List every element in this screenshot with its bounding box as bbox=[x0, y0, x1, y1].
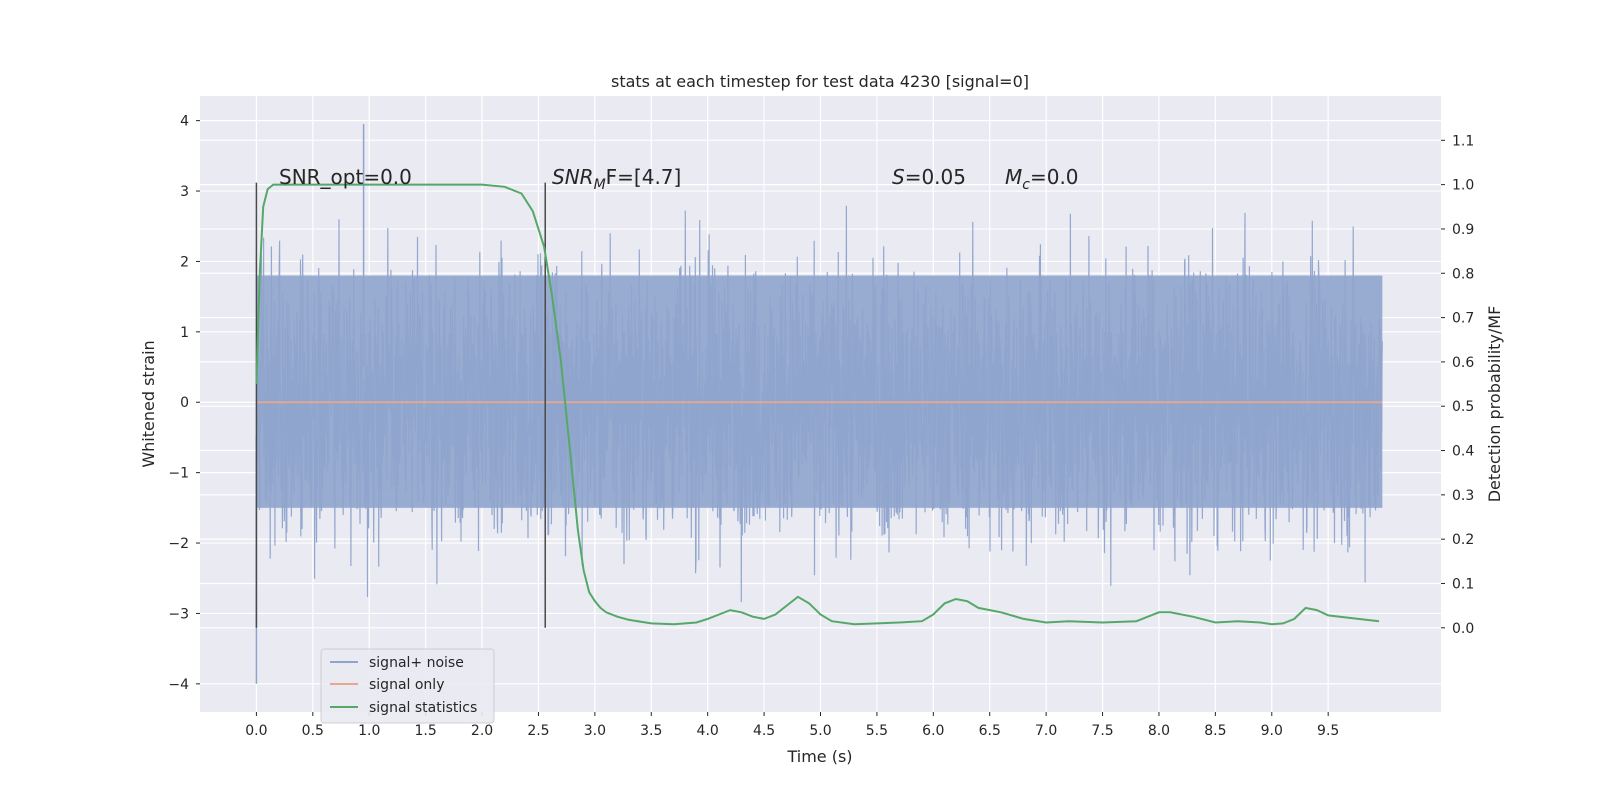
y2-tick-label: 0.2 bbox=[1452, 532, 1474, 548]
y-tick-label: 0 bbox=[180, 395, 189, 411]
annotation-snr-opt: SNR_opt=0.0 bbox=[279, 165, 412, 189]
x-tick-label: 0.0 bbox=[245, 723, 267, 739]
x-tick-label: 1.5 bbox=[415, 723, 437, 739]
x-tick-label: 6.0 bbox=[922, 723, 944, 739]
statistics-line bbox=[255, 183, 1380, 626]
y-tick-label: −2 bbox=[168, 536, 189, 552]
x-tick-label: 5.0 bbox=[809, 723, 831, 739]
y2-tick-label: 0.1 bbox=[1452, 576, 1474, 592]
y-tick-label: 3 bbox=[180, 184, 189, 200]
x-tick-label: 5.5 bbox=[866, 723, 888, 739]
y2-tick-label: 0.0 bbox=[1452, 621, 1474, 637]
x-tick-label: 0.5 bbox=[302, 723, 324, 739]
legend-box bbox=[320, 648, 495, 724]
y2-tick-label: 0.9 bbox=[1452, 222, 1474, 238]
x-tick-label: 2.0 bbox=[471, 723, 493, 739]
y2-axis-ticks: 0.0 0.1 0.2 0.3 0.4 0.5 0.6 0.7 0.8 0.9 1.0 1.1 bbox=[1441, 133, 1474, 637]
x-tick-label: 7.0 bbox=[1035, 723, 1057, 739]
legend-label-signal-only: signal only bbox=[369, 677, 444, 693]
y-axis-ticks: −4 −3 −2 −1 0 1 2 3 4 bbox=[168, 114, 200, 693]
x-axis-label: Time (s) bbox=[786, 747, 852, 766]
y2-tick-label: 1.0 bbox=[1452, 178, 1474, 194]
y2-tick-label: 0.7 bbox=[1452, 311, 1474, 327]
y-tick-label: 1 bbox=[180, 325, 189, 341]
y2-tick-label: 0.4 bbox=[1452, 444, 1474, 460]
x-tick-label: 4.5 bbox=[753, 723, 775, 739]
annotation-mc: Mc=0.0 bbox=[1005, 165, 1079, 193]
y-tick-label: −3 bbox=[168, 606, 189, 622]
y-tick-label: 4 bbox=[180, 114, 189, 130]
x-tick-label: 2.5 bbox=[527, 723, 549, 739]
y2-tick-label: 0.6 bbox=[1452, 355, 1474, 371]
y-tick-label: −4 bbox=[168, 677, 189, 693]
x-tick-label: 1.0 bbox=[358, 723, 380, 739]
x-axis-ticks: 0.0 0.5 1.0 1.5 2.0 2.5 3.0 3.5 4.0 4.5 5.0 5.5 6.0 6… bbox=[245, 712, 1339, 739]
noise-series bbox=[255, 124, 1383, 684]
x-tick-label: 3.0 bbox=[584, 723, 606, 739]
x-tick-label: 6.5 bbox=[979, 723, 1001, 739]
y-tick-label: 2 bbox=[180, 254, 189, 270]
annotation-snr-mf: SNRMF=[4.7] bbox=[552, 165, 681, 193]
y2-tick-label: 0.8 bbox=[1452, 266, 1474, 282]
x-tick-label: 3.5 bbox=[640, 723, 662, 739]
y-axis-label: Whitened strain bbox=[139, 340, 158, 467]
chart-title: stats at each timestep for test data 423… bbox=[611, 72, 1029, 91]
legend-label-signal-statistics: signal statistics bbox=[369, 700, 477, 716]
x-tick-label: 9.5 bbox=[1317, 723, 1339, 739]
y2-axis-label: Detection probability/MF bbox=[1485, 306, 1504, 503]
x-tick-label: 8.5 bbox=[1204, 723, 1226, 739]
annotations: SNR_opt=0.0 SNRMF=[4.7] S=0.05 Mc=0.0 bbox=[279, 165, 1079, 193]
x-tick-label: 7.5 bbox=[1091, 723, 1113, 739]
annotation-s: S=0.05 bbox=[892, 165, 966, 189]
y-tick-label: −1 bbox=[168, 466, 189, 482]
y2-tick-label: 1.1 bbox=[1452, 133, 1474, 149]
signal-statistics-series bbox=[255, 183, 1380, 626]
legend: signal+ noise signal only signal statist… bbox=[320, 648, 495, 724]
x-tick-label: 8.0 bbox=[1148, 723, 1170, 739]
noise-dense-band bbox=[256, 275, 1383, 508]
x-tick-label: 4.0 bbox=[697, 723, 719, 739]
x-tick-label: 9.0 bbox=[1261, 723, 1283, 739]
legend-label-signal-noise: signal+ noise bbox=[369, 655, 464, 671]
y2-tick-label: 0.5 bbox=[1452, 399, 1474, 415]
y2-tick-label: 0.3 bbox=[1452, 488, 1474, 504]
